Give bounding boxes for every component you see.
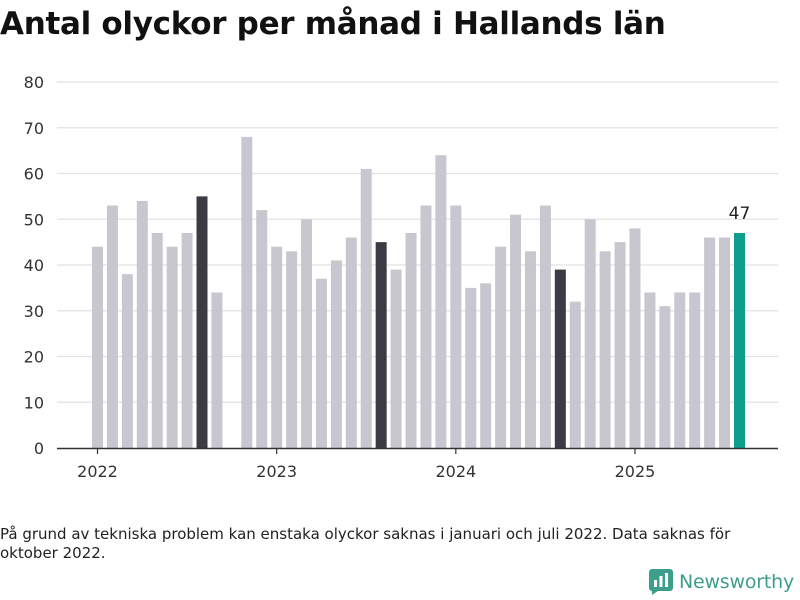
bar-chart: 0 10 20 30 40 50 60 70 80 2022 2023 2024 2025 47	[24, 73, 778, 481]
bar-2022-01	[92, 246, 103, 448]
bar-2024-09	[569, 301, 581, 448]
data-labels: 47	[729, 204, 751, 224]
x-tick-label: 2025	[615, 462, 656, 481]
y-tick-label: 30	[24, 302, 44, 321]
bar-2022-05	[151, 232, 163, 448]
x-tick-label: 2022	[77, 462, 118, 481]
bar-2022-08	[196, 196, 208, 449]
bar-2022-12	[256, 210, 268, 448]
data-label-latest: 47	[729, 204, 751, 224]
y-tick-label: 70	[24, 119, 44, 138]
bar-2024-06	[524, 251, 536, 448]
bar-2025-06	[704, 237, 716, 448]
bar-2023-05	[330, 260, 342, 448]
bar-2025-01	[629, 228, 641, 448]
bar-2022-11	[241, 136, 253, 448]
y-tick-label: 10	[24, 393, 44, 412]
bar-2022-02	[106, 205, 118, 448]
bar-2023-06	[345, 237, 357, 448]
bar-2023-09	[390, 269, 402, 448]
bar-2024-07	[539, 205, 551, 448]
bar-2025-05	[689, 292, 701, 448]
y-tick-label: 50	[24, 210, 44, 229]
brand-logo: Newsworthy	[648, 569, 794, 595]
bar-2025-07	[719, 237, 731, 448]
bar-2024-12	[614, 242, 626, 449]
bars	[92, 136, 745, 449]
bar-2023-02	[286, 251, 298, 448]
y-tick-label: 0	[34, 439, 44, 458]
bar-2024-01	[450, 205, 462, 448]
bar-2022-03	[121, 274, 133, 448]
bar-2025-02	[644, 292, 656, 448]
bar-2023-12	[435, 155, 447, 448]
bar-2023-03	[301, 219, 313, 448]
bar-2022-07	[181, 232, 193, 448]
bar-2023-01	[271, 246, 283, 448]
chart-title: Antal olyckor per månad i Hallands län	[0, 6, 666, 42]
bar-2024-03	[480, 283, 492, 448]
bar-2024-11	[599, 251, 611, 448]
x-tick-label: 2023	[256, 462, 297, 481]
bar-2023-11	[420, 205, 432, 448]
bar-2023-10	[405, 232, 417, 448]
bar-2023-07	[360, 168, 372, 448]
x-tick-label: 2024	[435, 462, 476, 481]
y-tick-label: 40	[24, 256, 44, 275]
bar-2025-04	[674, 292, 686, 448]
footnote: På grund av tekniska problem kan enstaka…	[0, 525, 731, 562]
bar-2023-04	[315, 278, 327, 448]
bar-2025-08	[733, 232, 745, 448]
bar-2022-04	[136, 200, 148, 448]
y-tick-label: 60	[24, 165, 44, 184]
bar-2022-06	[166, 246, 178, 448]
bar-2024-05	[510, 214, 522, 448]
bar-2022-09	[211, 292, 223, 448]
y-tick-label: 20	[24, 348, 44, 367]
bar-2024-10	[584, 219, 596, 448]
bar-2023-08	[375, 242, 387, 449]
bar-2024-02	[465, 287, 477, 449]
newsworthy-logo-icon	[648, 569, 673, 595]
brand-name: Newsworthy	[678, 571, 794, 593]
axes: 0 10 20 30 40 50 60 70 80 2022 2023 2024 2025	[24, 73, 778, 481]
bar-2024-08	[554, 269, 566, 448]
bar-2024-04	[495, 246, 507, 448]
y-tick-label: 80	[24, 73, 44, 92]
bar-2025-03	[659, 306, 671, 448]
